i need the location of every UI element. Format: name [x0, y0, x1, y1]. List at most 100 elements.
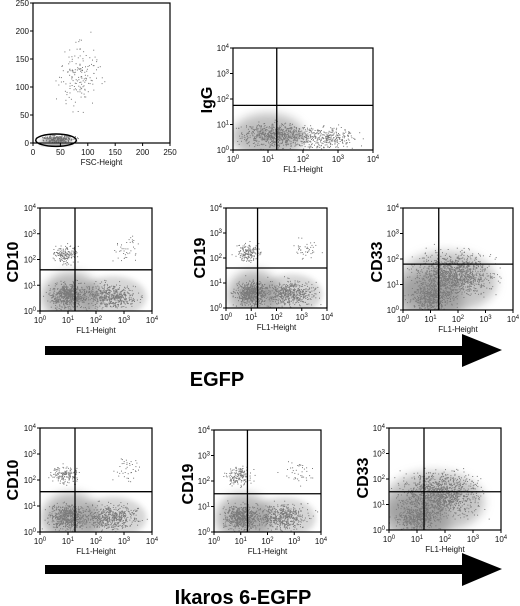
- y-tick-label: 103: [210, 229, 223, 238]
- arrow-ikaros-shaft: [45, 565, 465, 574]
- y-tick-label: 100: [387, 306, 400, 315]
- y-tick-label: 102: [24, 476, 37, 485]
- y-tick-label: 101: [387, 281, 400, 290]
- x-tick-label: 100: [34, 537, 47, 546]
- x-tick-label: 250: [163, 148, 177, 157]
- x-tick-label: 102: [90, 537, 103, 546]
- x-tick-label: 150: [109, 148, 123, 157]
- x-tick-label: 103: [332, 155, 345, 164]
- y-tick-label: 200: [16, 27, 30, 36]
- x-tick-label: 104: [146, 316, 159, 325]
- x-tick-label: 101: [262, 155, 275, 164]
- y-tick-label: 103: [24, 450, 37, 459]
- x-tick-label: 104: [321, 313, 334, 322]
- y-tick-label: 102: [24, 256, 37, 265]
- y-tick-label: 100: [24, 528, 37, 537]
- y-tick-label: 103: [24, 230, 37, 239]
- x-tick-label: 101: [245, 313, 258, 322]
- event-cloud: [41, 458, 148, 532]
- y-tick-label: 0: [25, 139, 30, 148]
- x-tick-label: 102: [297, 155, 310, 164]
- y-tick-label: 100: [210, 304, 223, 313]
- plot-fsc-ssc: 0 50 100 150 200 250 0 50 100 150 200 250 FSC-Height: [16, 0, 178, 167]
- x-tick-label: 101: [62, 537, 75, 546]
- y-tick-label: 50: [20, 111, 29, 120]
- plot-ikaros-cd33: 100 101 102 103 104 100 101 102 103 104 FL1-Height…: [355, 424, 508, 554]
- arrow-egfp-shaft: [45, 346, 465, 355]
- event-cloud: [39, 31, 106, 143]
- y-tick-label: 150: [16, 55, 30, 64]
- y-tick-label: 101: [24, 281, 37, 290]
- x-axis-title: FL1-Height: [283, 165, 323, 174]
- x-axis-title: FL1-Height: [438, 325, 478, 334]
- y-tick-label: 101: [210, 279, 223, 288]
- y-tick-label: 104: [373, 424, 386, 433]
- plot-egfp-cd19: 100 101 102 103 104 100 101 102 103 104 FL1-Height…: [192, 204, 334, 332]
- y-tick-label: 101: [373, 501, 386, 510]
- y-tick-label: 104: [387, 204, 400, 213]
- x-tick-label: 103: [479, 315, 492, 324]
- x-tick-label: 100: [208, 537, 221, 546]
- x-tick-label: 101: [424, 315, 437, 324]
- x-tick-label: 101: [62, 316, 75, 325]
- plot-ikaros-cd19: 100 101 102 103 104 100 101 102 103 104 FL1-Height…: [180, 426, 328, 556]
- y-tick-label: 103: [387, 230, 400, 239]
- panel-marker-label: CD10: [5, 459, 22, 500]
- event-cloud: [233, 113, 364, 150]
- event-cloud: [389, 467, 490, 530]
- event-cloud: [41, 235, 147, 311]
- y-tick-label: 103: [373, 450, 386, 459]
- panel-marker-label: CD33: [355, 457, 372, 498]
- x-axis-title: FL1-Height: [425, 545, 465, 554]
- y-tick-label: 104: [198, 426, 211, 435]
- y-tick-label: 103: [198, 452, 211, 461]
- x-tick-label: 200: [136, 148, 150, 157]
- y-tick-label: 102: [373, 475, 386, 484]
- x-axis-title: FL1-Height: [248, 547, 288, 556]
- x-tick-label: 101: [235, 537, 248, 546]
- arrow-ikaros: Ikaros 6-EGFP: [45, 553, 502, 606]
- x-axis-title: FL1-Height: [76, 547, 116, 556]
- x-tick-label: 103: [118, 537, 131, 546]
- x-tick-label: 104: [495, 535, 508, 544]
- plot-igg-control: 100 101 102 103 104 100 101 102 103 104 FL1-Height…: [199, 44, 380, 174]
- arrow-egfp-head: [462, 334, 502, 367]
- y-tick-label: 102: [210, 254, 223, 263]
- panel-marker-label: CD10: [5, 241, 22, 282]
- x-axis-title: FSC-Height: [81, 158, 124, 167]
- arrow-egfp: EGFP: [45, 334, 502, 391]
- panel-marker-label: IgG: [199, 87, 216, 114]
- x-tick-label: 100: [81, 148, 95, 157]
- x-tick-label: 101: [411, 535, 424, 544]
- y-tick-label: 100: [24, 307, 37, 316]
- y-tick-label: 101: [24, 502, 37, 511]
- x-tick-label: 104: [507, 315, 520, 324]
- y-tick-label: 104: [24, 204, 37, 213]
- x-tick-label: 100: [397, 315, 410, 324]
- y-tick-label: 100: [16, 83, 30, 92]
- y-tick-label: 100: [373, 526, 386, 535]
- y-tick-label: 102: [198, 477, 211, 486]
- x-tick-label: 104: [367, 155, 380, 164]
- x-tick-label: 103: [467, 535, 480, 544]
- plot-egfp-cd33: 100 101 102 103 104 100 101 102 103 104 FL1-Height…: [369, 204, 520, 334]
- x-tick-label: 50: [56, 148, 65, 157]
- gate-ellipse: [34, 133, 78, 148]
- x-tick-label: 102: [439, 535, 452, 544]
- x-tick-label: 104: [146, 537, 159, 546]
- x-tick-label: 104: [315, 537, 328, 546]
- y-tick-label: 101: [217, 121, 230, 130]
- y-tick-label: 101: [198, 503, 211, 512]
- x-axis-title: FL1-Height: [257, 323, 297, 332]
- arrow-ikaros-label: Ikaros 6-EGFP: [175, 587, 312, 606]
- x-axis-title: FL1-Height: [76, 326, 116, 335]
- y-tick-label: 250: [16, 0, 30, 8]
- x-tick-label: 102: [452, 315, 465, 324]
- panel-marker-label: CD19: [192, 237, 209, 278]
- event-cloud: [403, 243, 502, 310]
- event-cloud: [215, 461, 319, 532]
- panel-marker-label: CD19: [180, 463, 197, 504]
- arrow-egfp-label: EGFP: [190, 369, 244, 391]
- y-tick-label: 104: [24, 424, 37, 433]
